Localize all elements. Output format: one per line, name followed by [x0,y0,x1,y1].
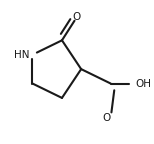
Text: HN: HN [14,50,30,60]
Text: O: O [73,12,81,22]
Text: OH: OH [136,78,152,89]
Text: O: O [102,113,110,123]
